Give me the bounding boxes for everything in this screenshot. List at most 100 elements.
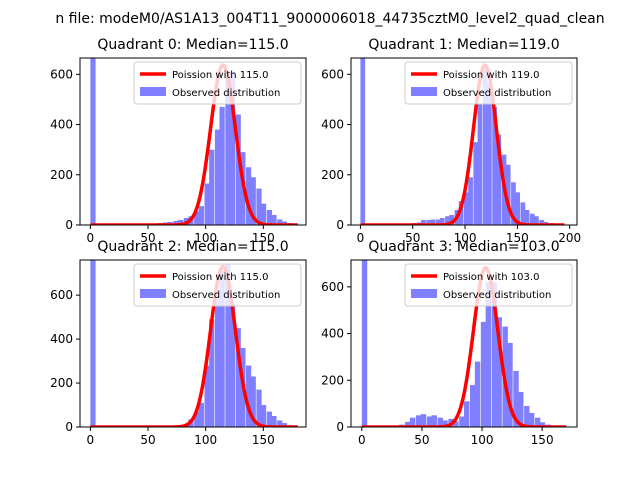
histogram-bar — [178, 219, 184, 225]
plot-area — [89, 260, 300, 427]
histogram-bar — [539, 219, 545, 225]
histogram-bar — [426, 416, 433, 427]
x-tick-label: 0 — [358, 433, 366, 447]
histogram-bar — [266, 411, 272, 427]
histogram-bar — [225, 76, 231, 225]
y-tick-label: 200 — [50, 168, 73, 182]
histogram-bar — [437, 417, 443, 427]
histogram-bar — [534, 216, 539, 225]
legend-label: Observed distribution — [172, 88, 280, 99]
histogram-bar — [209, 319, 215, 427]
y-tick-label: 600 — [321, 67, 344, 81]
panel-title: Quadrant 1: Median=119.0 — [368, 37, 559, 53]
panel-title: Quadrant 0: Median=115.0 — [97, 37, 288, 53]
histogram-bar — [524, 209, 530, 225]
x-tick-label: 50 — [405, 231, 420, 245]
histogram-bar — [90, 260, 96, 427]
panel-quadrant-3: Quadrant 3: Median=103.0 0 50 100 150 0 200 40… — [321, 239, 578, 447]
histogram-bar — [409, 417, 416, 427]
legend-label: Observed distribution — [172, 290, 280, 301]
histogram-bar — [405, 421, 411, 427]
legend-patch-swatch — [411, 289, 437, 298]
histogram-bar — [458, 201, 464, 225]
histogram-bar — [246, 167, 252, 225]
histogram-bar — [246, 365, 252, 427]
histogram-bar — [539, 422, 546, 427]
x-tick-label: 0 — [357, 231, 365, 245]
histogram-bar — [225, 264, 231, 427]
histogram-bar — [515, 192, 520, 225]
histogram-bar — [277, 219, 283, 225]
histogram-bar — [271, 214, 277, 225]
histogram-bar — [474, 361, 481, 427]
y-tick-label: 0 — [65, 420, 73, 434]
legend-label: Poission with 115.0 — [172, 272, 268, 283]
histogram-bar — [534, 417, 541, 427]
histogram-bar — [173, 220, 179, 225]
histogram-bar — [442, 420, 448, 427]
legend-label: Observed distribution — [443, 88, 551, 99]
y-tick-label: 400 — [50, 332, 73, 346]
histogram-bar — [487, 84, 492, 225]
legend-patch-swatch — [140, 289, 166, 298]
y-tick-label: 200 — [50, 376, 73, 390]
legend-box — [133, 263, 302, 307]
y-tick-label: 400 — [50, 118, 73, 132]
legend-label: Observed distribution — [443, 290, 551, 301]
histogram-bar — [277, 420, 283, 427]
histogram-bar — [518, 391, 524, 427]
y-tick-label: 400 — [321, 118, 344, 132]
histogram-bar — [361, 260, 368, 427]
histogram-bar — [464, 192, 469, 225]
histogram-bar — [459, 416, 465, 427]
histogram-bar — [261, 203, 267, 225]
histogram-bar — [529, 213, 535, 225]
histogram-bar — [453, 421, 459, 427]
x-tick-label: 50 — [140, 433, 155, 447]
histogram-bar — [204, 365, 210, 427]
poisson-curve — [89, 63, 300, 225]
axes-frame — [79, 259, 307, 428]
histogram-bar — [485, 282, 492, 427]
axes-frame — [350, 259, 578, 428]
x-tick-label: 0 — [87, 231, 95, 245]
histogram-bar — [439, 217, 445, 225]
histogram-bar — [256, 389, 262, 427]
histogram-bar — [235, 328, 241, 427]
x-tick-label: 50 — [414, 433, 429, 447]
y-tick-label: 600 — [321, 280, 344, 294]
histogram-bar — [198, 402, 204, 427]
histogram-bar — [511, 182, 516, 225]
histogram-bar — [250, 177, 256, 225]
legend: Poission with 103.0 Observed distribution — [404, 263, 573, 307]
histogram-bar — [90, 58, 96, 225]
poisson-curve — [89, 264, 300, 427]
legend-box — [133, 61, 302, 105]
histogram-bar — [470, 384, 476, 427]
y-tick-label: 400 — [321, 327, 344, 341]
histogram-bar — [209, 149, 215, 225]
histogram-bar — [513, 370, 519, 427]
legend-label: Poission with 119.0 — [443, 70, 539, 81]
histogram-bar — [281, 221, 287, 225]
y-tick-label: 200 — [321, 168, 344, 182]
histogram-bar — [435, 219, 441, 225]
histogram-bar — [360, 58, 366, 225]
histogram-bar — [492, 106, 497, 225]
x-tick-label: 100 — [471, 433, 494, 447]
x-tick-label: 100 — [454, 231, 477, 245]
histogram-bar — [528, 412, 535, 427]
histogram-bar — [431, 415, 437, 427]
figure-suptitle: n file: modeM0/AS1A13_004T11_9000006018_… — [55, 11, 604, 27]
histogram-bar — [194, 211, 200, 225]
y-tick-label: 0 — [336, 420, 344, 434]
histogram-bar — [496, 317, 502, 427]
histogram-bar — [426, 219, 432, 225]
histogram-bar — [219, 270, 225, 427]
histogram-bar — [256, 188, 262, 225]
histogram-bar — [194, 411, 200, 427]
histogram-bar — [271, 416, 277, 427]
legend-label: Poission with 103.0 — [443, 272, 539, 283]
histogram-bar — [204, 183, 210, 225]
legend: Poission with 119.0 Observed distribution — [404, 61, 573, 105]
